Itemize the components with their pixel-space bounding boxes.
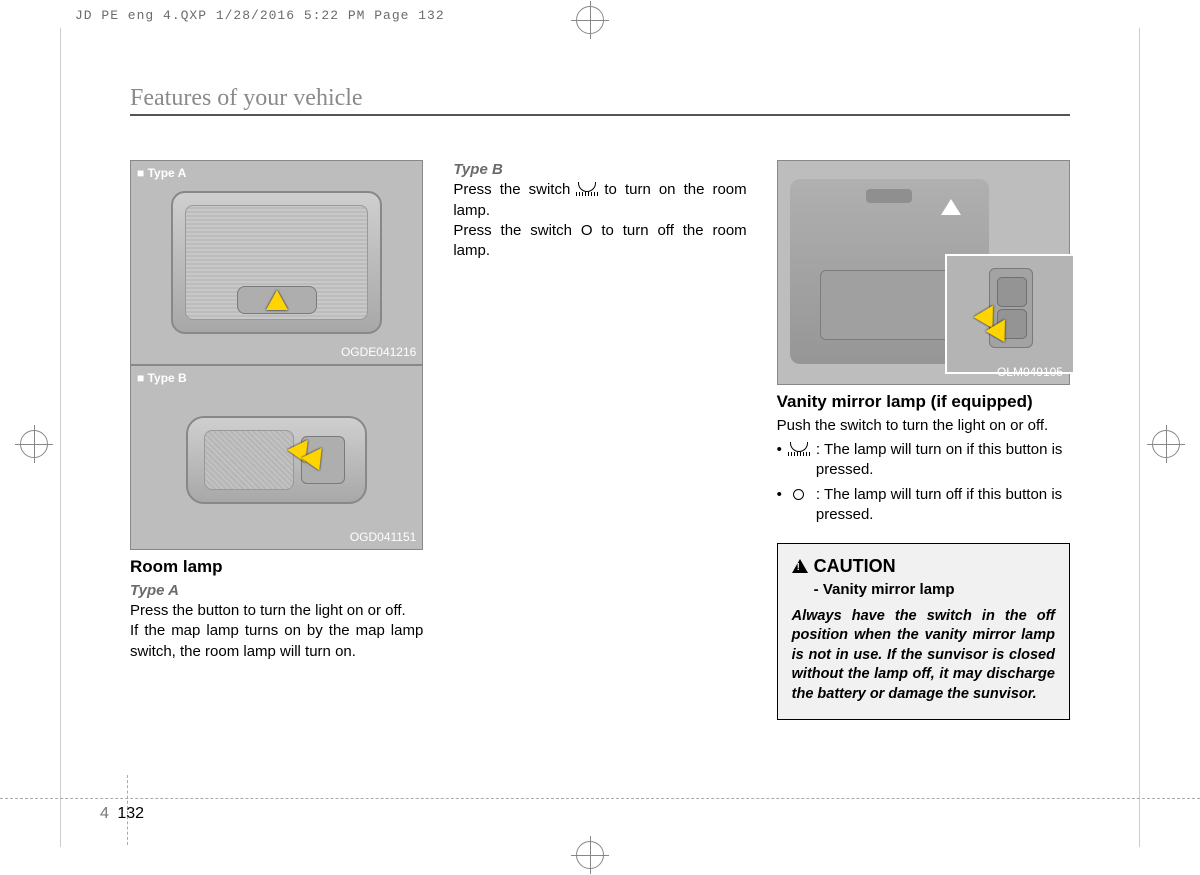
type-b-p2: Press the switch O to turn off the room … bbox=[453, 221, 746, 262]
page-number: 4 132 bbox=[100, 805, 144, 823]
caution-box: CAUTION - Vanity mirror lamp Always have… bbox=[777, 543, 1070, 719]
callout-pointer bbox=[941, 199, 961, 215]
bullet-on: • : The lamp will turn on if this button… bbox=[777, 440, 1070, 481]
caution-label: CAUTION bbox=[814, 556, 896, 576]
figure-inset bbox=[945, 254, 1075, 374]
vanity-p1: Push the switch to turn the light on or … bbox=[777, 416, 1070, 436]
figure-a-label: ■ Type A bbox=[137, 165, 186, 181]
room-lamp-p1: Press the button to turn the light on or… bbox=[130, 601, 423, 621]
bullet-dot: • bbox=[777, 485, 782, 526]
lamp-off-icon bbox=[788, 485, 810, 526]
crop-mark-right bbox=[1152, 430, 1180, 458]
print-header: JD PE eng 4.QXP 1/28/2016 5:22 PM Page 1… bbox=[75, 8, 445, 23]
lamp-housing-a bbox=[171, 191, 382, 334]
warning-icon bbox=[792, 559, 808, 573]
vanity-btn-off bbox=[997, 277, 1027, 307]
caution-subtitle: - Vanity mirror lamp bbox=[814, 580, 1055, 600]
crop-mark-left bbox=[20, 430, 48, 458]
visor-clip bbox=[866, 189, 912, 203]
figure-type-b: ■ Type B OGD041151 bbox=[130, 365, 423, 550]
column-2: Type B Press the switch to turn on the r… bbox=[453, 160, 746, 720]
room-lamp-p2: If the map lamp turns on by the map lamp… bbox=[130, 621, 423, 662]
bullet-dot: • bbox=[777, 440, 782, 481]
room-lamp-heading: Room lamp bbox=[130, 556, 423, 579]
lamp-housing-b bbox=[186, 416, 367, 504]
section-title: Features of your vehicle bbox=[130, 85, 1070, 116]
figure-c-code: OLM049105 bbox=[997, 364, 1063, 380]
content-columns: ■ Type A OGDE041216 ■ Type B OGD041151 R… bbox=[130, 160, 1070, 720]
chapter-number: 4 bbox=[100, 805, 109, 822]
vanity-bullets: • : The lamp will turn on if this button… bbox=[777, 440, 1070, 525]
type-a-subheading: Type A bbox=[130, 581, 423, 601]
footer-dash-rule bbox=[0, 798, 1200, 799]
lamp-on-icon bbox=[578, 182, 596, 192]
type-b-subheading: Type B bbox=[453, 160, 746, 180]
bullet-on-text: : The lamp will turn on if this button i… bbox=[816, 440, 1070, 481]
figure-type-a: ■ Type A OGDE041216 bbox=[130, 160, 423, 365]
figure-a-code: OGDE041216 bbox=[341, 344, 416, 360]
type-b-p1a: Press the switch bbox=[453, 181, 578, 198]
lamp-lens-b bbox=[204, 430, 294, 490]
page-number-value: 132 bbox=[117, 805, 144, 822]
figure-b-code: OGD041151 bbox=[350, 529, 417, 545]
bullet-off-text: : The lamp will turn off if this button … bbox=[816, 485, 1070, 526]
column-1: ■ Type A OGDE041216 ■ Type B OGD041151 R… bbox=[130, 160, 423, 720]
bullet-off: • : The lamp will turn off if this butto… bbox=[777, 485, 1070, 526]
vanity-heading: Vanity mirror lamp (if equipped) bbox=[777, 391, 1070, 414]
caution-title: CAUTION bbox=[792, 554, 1055, 578]
caution-body: Always have the switch in the off positi… bbox=[792, 607, 1055, 705]
type-b-p1: Press the switch to turn on the room lam… bbox=[453, 180, 746, 221]
column-3: OLM049105 Vanity mirror lamp (if equippe… bbox=[777, 160, 1070, 720]
figure-b-label: ■ Type B bbox=[137, 370, 187, 386]
arrow-icon bbox=[266, 290, 288, 310]
figure-vanity: OLM049105 bbox=[777, 160, 1070, 385]
lamp-on-icon bbox=[788, 440, 810, 481]
